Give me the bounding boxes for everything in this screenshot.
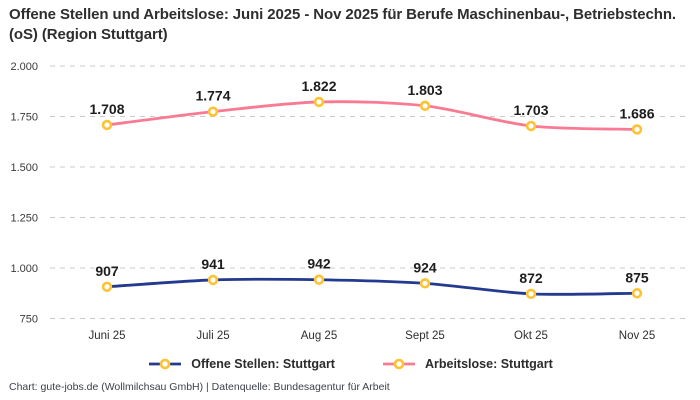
data-point-label: 924 xyxy=(413,259,437,275)
data-point-label: 1.708 xyxy=(89,101,124,117)
x-tick-label: Okt 25 xyxy=(514,330,548,342)
data-point-marker xyxy=(207,274,219,286)
data-point-label: 872 xyxy=(519,270,543,286)
data-point-marker xyxy=(631,288,643,299)
y-tick-label: 2.000 xyxy=(10,61,38,73)
chart-legend: Offene Stellen: Stuttgart Arbeitslose: S… xyxy=(0,357,700,371)
data-point-label: 941 xyxy=(201,256,225,272)
data-point-label: 1.803 xyxy=(407,82,442,98)
data-point-marker xyxy=(525,288,537,300)
chart-title: Offene Stellen und Arbeitslose: Juni 202… xyxy=(9,6,676,43)
legend-label-arbeitslose: Arbeitslose: Stuttgart xyxy=(424,357,553,371)
series-line xyxy=(105,277,639,296)
data-point-marker xyxy=(525,120,537,132)
data-point-marker xyxy=(419,100,431,111)
y-tick-label: 1.000 xyxy=(10,263,38,275)
legend-item-arbeitslose: Arbeitslose: Stuttgart xyxy=(381,357,553,371)
line-chart: 2.000 1.750 1.500 1.250 1.000 750 Juni 25 Juli … xyxy=(10,61,689,342)
x-tick-label: Juli 25 xyxy=(196,330,229,342)
y-tick-label: 1.250 xyxy=(10,213,38,225)
data-point-marker xyxy=(101,119,113,131)
y-tick-label: 750 xyxy=(20,314,38,326)
data-point-marker xyxy=(313,274,325,285)
data-point-label: 907 xyxy=(95,263,119,279)
series-line xyxy=(105,100,639,131)
x-tick-label: Nov 25 xyxy=(619,330,655,342)
chart-source-caption: Chart: gute-jobs.de (Wollmilchsau GmbH) … xyxy=(9,381,390,393)
data-point-marker xyxy=(101,281,113,292)
x-tick-label: Juni 25 xyxy=(88,330,125,342)
x-tick-label: Sept 25 xyxy=(405,330,445,342)
line-marker-icon xyxy=(382,358,415,370)
y-tick-label: 1.500 xyxy=(10,162,38,174)
legend-item-offene-stellen: Offene Stellen: Stuttgart xyxy=(147,357,335,371)
data-point-marker xyxy=(207,106,219,117)
data-point-label: 1.703 xyxy=(513,102,548,118)
data-point-label: 1.686 xyxy=(619,105,654,121)
data-point-marker xyxy=(631,124,643,135)
data-point-marker xyxy=(313,96,325,108)
line-marker-icon xyxy=(149,358,182,370)
y-tick-label: 1.750 xyxy=(10,112,38,124)
data-point-marker xyxy=(419,278,431,289)
data-point-label: 1.822 xyxy=(301,78,336,94)
data-point-label: 942 xyxy=(307,256,331,272)
data-point-label: 1.774 xyxy=(195,88,230,104)
legend-label-offene-stellen: Offene Stellen: Stuttgart xyxy=(191,357,335,371)
data-point-label: 875 xyxy=(625,269,649,285)
x-tick-label: Aug 25 xyxy=(301,330,337,342)
